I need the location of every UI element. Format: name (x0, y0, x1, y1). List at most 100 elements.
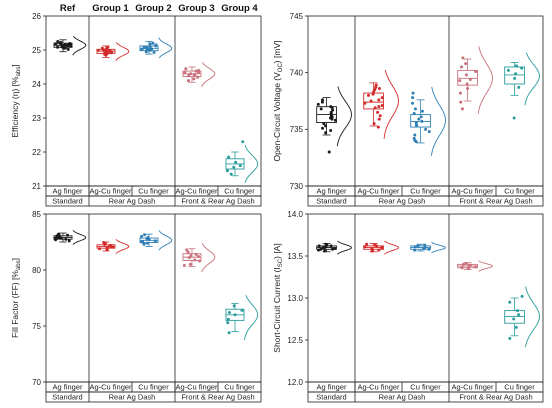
data-point (427, 130, 431, 134)
category-label-ag-cu-finger: Ag-Cu finger (89, 187, 132, 196)
data-point (96, 48, 100, 52)
data-point (413, 133, 417, 137)
data-point (506, 68, 510, 72)
category-label-ag-finger: Ag finger (52, 187, 83, 196)
series-ag-finger-0 (316, 240, 352, 255)
data-point (420, 119, 424, 123)
y-tick-label: 730 (290, 182, 304, 191)
data-point (370, 249, 374, 253)
category-label-cu-finger: Cu finger (504, 383, 535, 392)
series-ag-cu-finger-1 (363, 69, 399, 139)
data-point (466, 87, 470, 91)
group-label-rear-ag-dash: Rear Ag Dash (379, 197, 426, 206)
data-point (374, 83, 378, 87)
group-label-standard: Standard (316, 393, 346, 402)
group-label-front-rear-ag-dash: Front & Rear Ag Dash (459, 393, 532, 402)
data-point (320, 100, 324, 104)
data-point (187, 79, 191, 83)
data-point (329, 111, 333, 115)
data-point (187, 256, 191, 260)
category-label-ag-cu-finger: Ag-Cu finger (175, 187, 218, 196)
data-point (376, 110, 380, 114)
group-label-front-rear-ag-dash: Front & Rear Ag Dash (181, 393, 254, 402)
data-point (319, 107, 323, 111)
data-point (413, 107, 417, 111)
data-point (411, 96, 415, 100)
series-cu-finger-2 (139, 230, 173, 251)
data-point (316, 102, 320, 106)
group-label-standard: Standard (316, 197, 346, 206)
data-point (182, 264, 186, 268)
density-curve (525, 286, 540, 348)
category-label-cu-finger: Cu finger (504, 187, 535, 196)
y-axis-label: Open-Circuit Voltage (VOC) [mV] (272, 41, 284, 162)
data-point (520, 66, 524, 70)
data-point (226, 321, 230, 325)
group-header-group-3: Group 3 (178, 3, 214, 14)
data-point (150, 47, 154, 51)
data-point (233, 313, 237, 317)
data-point (196, 75, 200, 79)
series-cu-finger-4 (225, 140, 259, 184)
open-circuit-voltage-panel: Ag finger Ag-Cu finger Cu finger Ag-Cu fing… (272, 12, 544, 207)
density-curve (201, 243, 216, 273)
data-point (141, 239, 145, 243)
density-curve (430, 86, 446, 156)
data-point (192, 77, 196, 81)
density-curve (115, 42, 130, 62)
data-point (103, 52, 107, 56)
y-tick-label: 14.0 (287, 210, 303, 219)
data-point (323, 249, 327, 253)
data-point (146, 236, 150, 240)
data-point (420, 109, 424, 113)
data-point (512, 116, 516, 120)
series-cu-finger-2 (410, 241, 446, 254)
data-point (151, 41, 155, 45)
data-point (366, 93, 370, 97)
data-point (54, 238, 58, 242)
data-point (153, 239, 157, 243)
data-point (227, 311, 231, 315)
data-point (229, 172, 233, 176)
category-label-ag-cu-finger: Ag-Cu finger (451, 383, 494, 392)
data-point (508, 300, 512, 304)
data-point (373, 106, 377, 110)
data-point (330, 117, 334, 121)
data-point (363, 101, 367, 105)
data-point (142, 242, 146, 246)
data-point (377, 248, 381, 252)
series-ag-finger-0 (53, 35, 87, 56)
density-curve (337, 240, 352, 255)
data-point (474, 70, 478, 74)
series-cu-finger-4 (225, 295, 259, 341)
data-point (198, 259, 202, 263)
series-cu-finger-2 (410, 86, 446, 156)
data-point (461, 262, 465, 266)
data-point (373, 243, 377, 247)
data-point (105, 246, 109, 250)
data-point (330, 247, 334, 251)
data-point (105, 51, 109, 55)
data-point (508, 336, 512, 340)
data-point (69, 44, 73, 48)
data-point (56, 45, 60, 49)
data-point (377, 117, 381, 121)
category-label-ag-cu-finger: Ag-Cu finger (175, 383, 218, 392)
category-label-cu-finger: Cu finger (224, 187, 255, 196)
data-point (193, 258, 197, 262)
data-point (514, 72, 518, 76)
data-point (460, 107, 464, 111)
data-point (183, 71, 187, 75)
data-point (464, 62, 468, 66)
data-point (369, 99, 373, 103)
data-point (184, 67, 188, 71)
y-tick-label: 13.5 (287, 252, 303, 261)
y-tick-label: 22 (32, 148, 41, 157)
data-point (422, 246, 426, 250)
plot-frame (45, 15, 262, 187)
density-curve (478, 260, 493, 272)
data-point (465, 82, 469, 86)
plot-frame (307, 15, 544, 187)
series-cu-finger-4 (504, 286, 540, 348)
data-point (60, 43, 64, 47)
